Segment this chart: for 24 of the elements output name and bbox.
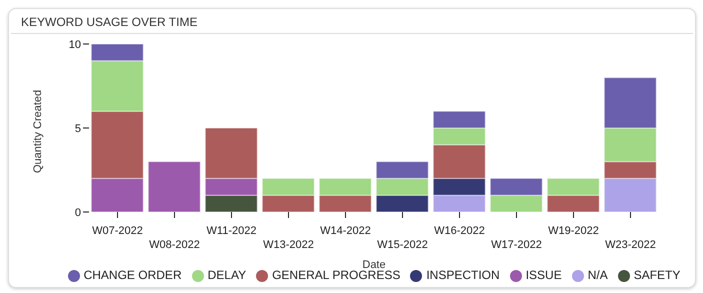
legend-label: DELAY: [208, 268, 246, 282]
y-tick-label: 5: [74, 122, 81, 135]
legend-label: SAFETY: [634, 268, 680, 282]
x-tick-label: W14-2022: [320, 225, 371, 237]
y-tick-label: 0: [74, 206, 81, 219]
x-tick-label: W11-2022: [206, 225, 256, 237]
x-tick-label: W07-2022: [92, 225, 143, 237]
x-tick-label: W23-2022: [605, 239, 656, 251]
x-tick-label: W15-2022: [377, 239, 428, 251]
bar: [148, 161, 201, 212]
chart-title: KEYWORD USAGE OVER TIME: [11, 9, 693, 34]
x-tick-label: W19-2022: [548, 225, 599, 237]
x-tick-label: W17-2022: [491, 239, 542, 251]
legend-label: GENERAL PROGRESS: [272, 268, 400, 282]
x-tick-label: W08-2022: [149, 239, 200, 251]
x-tick-label: W16-2022: [434, 225, 485, 237]
y-tick-label: 10: [68, 38, 81, 51]
legend-label: N/A: [588, 268, 608, 282]
legend-label: ISSUE: [526, 268, 562, 282]
x-axis-title: Date: [362, 259, 386, 271]
legend-label: CHANGE ORDER: [84, 268, 182, 282]
y-axis-title: Quantity Created: [32, 90, 44, 173]
x-tick-label: W13-2022: [263, 239, 314, 251]
legend-label: INSPECTION: [426, 268, 500, 282]
